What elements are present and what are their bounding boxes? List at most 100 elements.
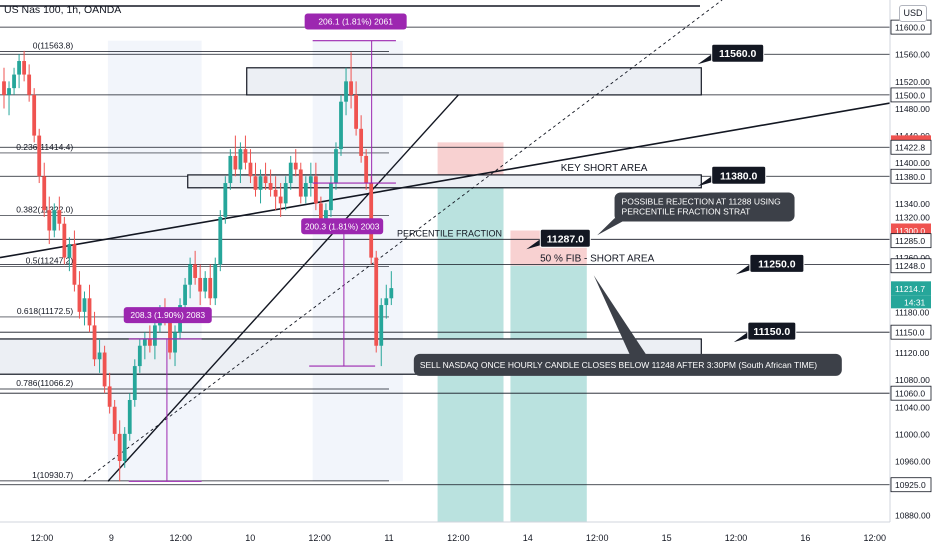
candle-body	[127, 399, 132, 434]
candle-body	[7, 88, 11, 95]
candle	[183, 277, 187, 312]
candle	[97, 338, 102, 373]
candle-body	[52, 210, 57, 231]
candle	[193, 250, 198, 285]
candle	[72, 230, 77, 292]
candle-body	[112, 406, 117, 434]
candle	[359, 115, 364, 163]
candle-body	[258, 176, 263, 190]
candle	[268, 169, 273, 197]
candle	[283, 176, 288, 211]
callout-box	[539, 228, 591, 248]
candle	[389, 271, 394, 306]
price-tick-label: 11000.00	[895, 429, 930, 439]
price-badge-box	[890, 385, 932, 401]
price-badge-text: 11060.0	[895, 389, 925, 399]
note-text: SELL NASDAQ ONCE HOURLY CANDLE CLOSES BE…	[420, 360, 817, 370]
price-badge: 11214.7 14:31	[891, 281, 931, 309]
fib-level-label: 1(10930.7)	[32, 470, 73, 480]
candle-body	[359, 128, 364, 156]
symbol-title[interactable]: US Nas 100, 1h, OANDA	[4, 4, 122, 16]
time-tick-label: 15	[662, 533, 672, 543]
candle-body	[47, 210, 52, 231]
price-badge-text: 11422.8	[895, 143, 925, 153]
price-badge-box	[890, 139, 932, 155]
price-callout[interactable]: 11380.0	[697, 165, 767, 187]
price-callout[interactable]: 11287.0	[526, 228, 591, 250]
price-badge-box	[890, 87, 932, 103]
candle-body	[17, 61, 21, 75]
candle	[248, 149, 253, 184]
time-tick-label: 12:00	[31, 533, 54, 543]
candle-body	[82, 298, 87, 312]
currency-button[interactable]: USD	[899, 5, 927, 22]
candle	[82, 291, 87, 326]
price-badge: 11380.0	[890, 168, 932, 184]
candle-body	[97, 352, 102, 360]
candle	[32, 88, 37, 143]
candle	[27, 64, 32, 102]
price-tick-label: 11340.00	[895, 199, 930, 209]
key-short-area-label: KEY SHORT AREA	[561, 163, 648, 174]
price-tick-label: 10880.00	[895, 511, 931, 521]
fib-level-label: 0.236(11414.4)	[16, 142, 73, 152]
candle-body	[137, 345, 142, 367]
candle	[7, 81, 11, 116]
candle-body	[313, 176, 318, 204]
candle-body	[32, 94, 37, 136]
supply-zone-box	[246, 67, 702, 96]
time-tick-label: 9	[109, 533, 114, 543]
price-tick-label: 11260.00	[895, 253, 930, 263]
time-tick-label: 12:00	[447, 533, 470, 543]
candle-body	[102, 352, 107, 387]
candle-body	[308, 176, 313, 184]
candle-body	[183, 284, 187, 306]
candle-body	[27, 74, 32, 95]
price-callout[interactable]: 11250.0	[735, 253, 805, 275]
price-tick-label: 11520.00	[895, 77, 930, 87]
time-tick-label: 12:00	[170, 533, 193, 543]
countdown-box	[891, 295, 931, 309]
price-callout[interactable]: 11150.0	[733, 321, 797, 343]
price-badge-text: 11380.0	[895, 172, 925, 182]
dashed-channel-line	[83, 0, 723, 482]
callout-text: 11250.0	[758, 258, 796, 270]
price-axis: 11560.0011520.0011480.0011440.0011400.00…	[889, 0, 932, 550]
callout-pointer	[697, 54, 712, 65]
candle-body	[233, 155, 238, 170]
measure-label-text: 208.3 (1.90%) 2083	[130, 310, 205, 320]
candle-body	[218, 216, 223, 265]
candle	[42, 162, 47, 217]
candle-body	[228, 155, 233, 184]
note-pointer	[597, 218, 629, 236]
candle-body	[349, 81, 353, 95]
price-badge-box	[890, 477, 932, 493]
candle-body	[298, 169, 303, 197]
candle-body	[107, 386, 112, 407]
candle-body	[213, 264, 218, 299]
price-tick-label: 11120.00	[895, 348, 929, 358]
candle-body	[238, 149, 243, 170]
candle	[278, 183, 283, 217]
candle	[344, 67, 348, 116]
price-badge: 11060.0	[890, 385, 932, 401]
candle-body	[67, 244, 72, 258]
candle-body	[303, 183, 308, 197]
candle-body	[334, 149, 338, 184]
candle	[107, 372, 112, 414]
price-callout[interactable]: 11560.0	[697, 43, 765, 65]
candle-body	[329, 183, 333, 211]
callout-box	[711, 43, 765, 63]
candle-body	[72, 244, 77, 285]
candle-body	[2, 81, 6, 95]
time-tick-label: 14	[523, 533, 533, 543]
callout-pointer	[735, 264, 750, 275]
candle-body	[153, 325, 157, 346]
candle-body	[278, 196, 283, 204]
candle-body	[263, 176, 268, 184]
candle	[288, 155, 293, 190]
candle-body	[42, 176, 47, 211]
fib-level-label: 0.5(11247.2)	[26, 255, 74, 265]
